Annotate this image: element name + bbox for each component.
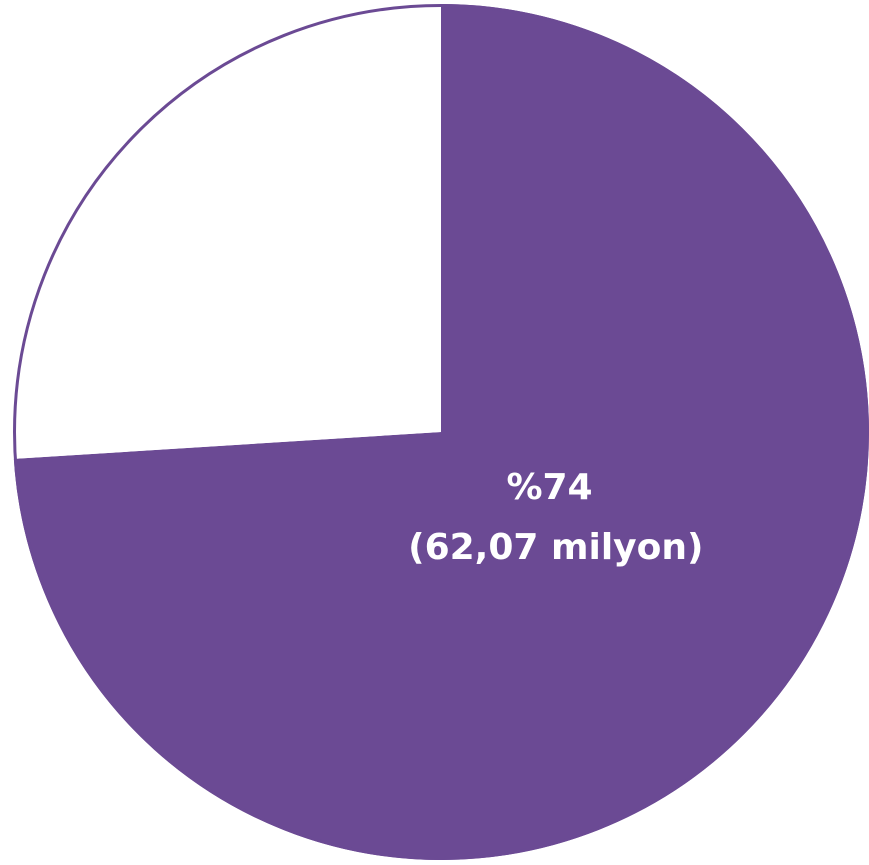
slice-label-main: %74 (62,07 milyon) <box>408 467 703 568</box>
pie-slice-1 <box>12 4 441 459</box>
slice-label-percent: %74 <box>506 467 592 508</box>
pie-slice-0 <box>13 4 869 860</box>
pie-outline <box>13 4 869 860</box>
slices-layer <box>12 4 869 860</box>
slice-label-count: (62,07 milyon) <box>408 527 703 568</box>
